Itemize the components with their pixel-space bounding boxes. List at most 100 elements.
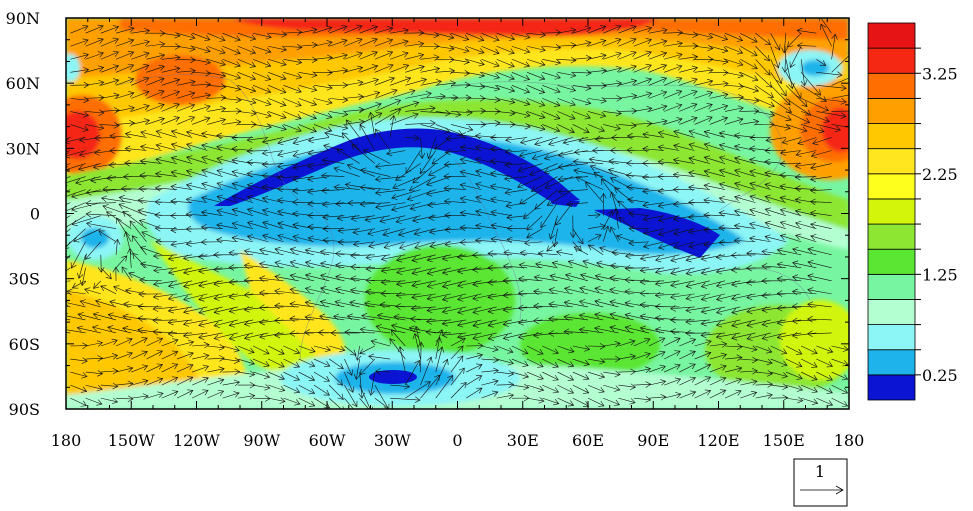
wind-vector — [481, 380, 499, 386]
wind-vector — [237, 45, 256, 54]
wind-vector — [704, 170, 726, 177]
wind-vector — [792, 276, 817, 282]
wind-vector — [587, 26, 606, 34]
wind-vector — [222, 392, 240, 399]
wind-vector — [496, 72, 515, 80]
wind-vector — [335, 253, 360, 256]
wind-vector — [770, 358, 788, 366]
wind-vector — [298, 124, 317, 132]
wind-vector — [374, 64, 394, 73]
wind-vector — [785, 111, 810, 124]
wind-vector — [375, 202, 406, 208]
wind-vector — [770, 46, 779, 68]
wind-vector — [764, 184, 786, 190]
wind-vector — [131, 365, 148, 373]
wind-vector — [511, 358, 529, 366]
wind-vector — [538, 252, 558, 256]
wind-vector — [673, 228, 695, 235]
wind-vector — [322, 202, 345, 206]
wind-vector — [642, 133, 665, 138]
wind-vector — [770, 345, 787, 354]
wind-vector — [73, 228, 101, 242]
wind-vector — [724, 58, 744, 66]
wind-vector — [816, 72, 843, 76]
wind-vector — [450, 382, 467, 399]
colorbar-swatch — [867, 374, 916, 401]
wind-vector — [216, 239, 238, 243]
wind-vector — [633, 397, 651, 401]
wind-vector — [283, 72, 302, 78]
wind-vector — [655, 280, 680, 285]
wind-vector — [357, 345, 360, 361]
wind-vector — [85, 66, 104, 73]
wind-vector — [155, 158, 177, 164]
wind-vector — [70, 54, 89, 60]
wind-vector — [785, 371, 803, 379]
x-tick-label: 90E — [637, 431, 669, 450]
wind-vector — [618, 397, 636, 403]
wind-vector — [496, 98, 515, 103]
wind-vector — [770, 124, 791, 129]
wind-vector — [192, 32, 211, 41]
wind-vector — [374, 77, 395, 86]
wind-vector — [298, 85, 317, 91]
wind-vector — [161, 67, 180, 73]
wind-vector — [137, 329, 162, 334]
wind-vector — [603, 371, 621, 375]
wind-vector — [370, 112, 376, 138]
wind-vector — [633, 107, 652, 112]
wind-vector — [364, 302, 391, 308]
wind-vector — [359, 26, 378, 34]
wind-vector — [237, 85, 256, 92]
wind-vector — [409, 176, 436, 191]
wind-vector — [694, 80, 713, 86]
wind-vector — [770, 98, 792, 113]
wind-vector — [435, 97, 458, 99]
wind-vector — [460, 212, 482, 216]
wind-vector — [655, 317, 680, 321]
wind-vector — [505, 150, 528, 153]
wind-vector — [381, 254, 406, 260]
wind-vector — [557, 29, 576, 34]
wind-vector — [329, 358, 344, 369]
wind-vector — [709, 94, 729, 99]
wind-vector — [460, 227, 482, 230]
wind-vector — [131, 120, 150, 125]
wind-vector — [466, 364, 483, 373]
wind-vector — [336, 148, 360, 164]
wind-vector — [85, 241, 102, 260]
wind-vector — [353, 241, 375, 245]
wind-vector — [442, 293, 467, 301]
wind-vector — [624, 279, 649, 282]
wind-vector — [344, 384, 358, 407]
wind-vector — [237, 72, 256, 80]
wind-vector — [704, 156, 726, 164]
wind-vector — [640, 315, 665, 321]
wind-vector — [640, 267, 665, 271]
wind-vector — [587, 384, 605, 393]
wind-vector — [466, 354, 483, 360]
wind-vector — [564, 331, 589, 334]
wind-vector — [764, 236, 786, 243]
wind-vector — [519, 264, 543, 269]
wind-vector — [749, 237, 771, 243]
wind-vector — [389, 77, 411, 86]
wind-vector — [237, 345, 255, 353]
wind-vector — [359, 397, 370, 409]
wind-vector — [155, 187, 177, 190]
wind-vector — [481, 122, 501, 125]
wind-vector — [229, 306, 254, 312]
wind-vectors — [66, 18, 849, 409]
wind-vector — [800, 59, 805, 86]
wind-vector — [391, 189, 421, 199]
wind-vector — [625, 254, 649, 257]
wind-vector — [518, 306, 543, 309]
wind-vector — [426, 306, 452, 312]
wind-vector — [527, 111, 546, 118]
wind-vector — [615, 208, 619, 229]
wind-vector — [556, 251, 573, 256]
wind-vector — [290, 275, 315, 282]
wind-vector — [359, 384, 371, 409]
wind-vector — [122, 315, 147, 321]
